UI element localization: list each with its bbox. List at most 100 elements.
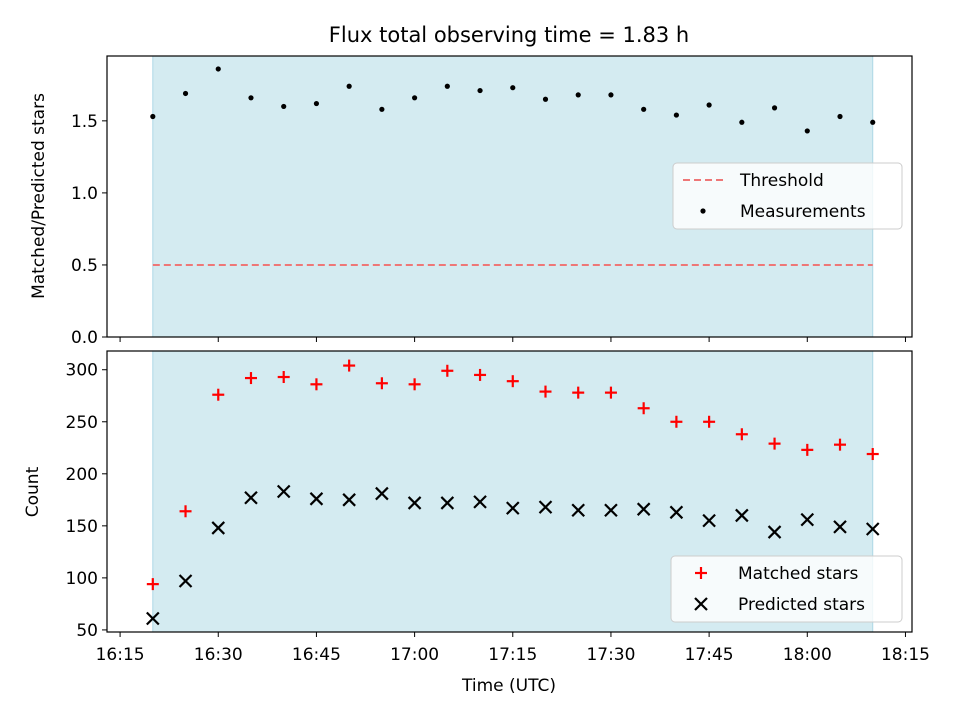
predicted-stars-series xyxy=(146,484,880,626)
measurement-point xyxy=(412,95,418,101)
bottom-plot-frame xyxy=(106,350,913,633)
predicted-star-point xyxy=(538,500,553,514)
x-tick-label: 18:15 xyxy=(881,645,930,665)
top-y-axis-ticks: 0.0 0.5 1.0 1.5 xyxy=(71,112,107,348)
measurement-point xyxy=(739,119,745,125)
predicted-star-point xyxy=(342,493,356,507)
matched-star-point xyxy=(572,386,585,399)
measurement-point xyxy=(444,83,450,89)
matched-star-point xyxy=(604,386,617,399)
bottom-y-tick-label: 250 xyxy=(66,413,98,433)
x-axis-label: Time (UTC) xyxy=(461,676,556,696)
matched-star-point xyxy=(441,364,454,377)
measurement-point xyxy=(673,112,679,118)
chart-title: Flux total observing time = 1.83 h xyxy=(329,23,689,47)
matched-star-point xyxy=(735,428,748,441)
bottom-y-tick-label: 200 xyxy=(66,465,98,485)
x-tick-label: 17:00 xyxy=(390,645,439,665)
predicted-star-point xyxy=(211,521,226,535)
measurement-point xyxy=(804,128,810,134)
bottom-y-tick-label: 150 xyxy=(66,517,98,537)
legend-measurements-label: Measurements xyxy=(740,202,866,222)
measurement-point xyxy=(771,105,778,111)
bottom-y-tick-label: 300 xyxy=(66,361,98,381)
matched-star-point xyxy=(244,372,257,385)
matched-star-point xyxy=(539,385,552,398)
measurements-series xyxy=(150,66,876,134)
predicted-star-point xyxy=(244,490,258,505)
measurement-point xyxy=(641,106,647,112)
bottom-y-tick-label: 50 xyxy=(76,621,98,641)
matched-star-point xyxy=(179,505,192,518)
measurement-point xyxy=(215,66,221,72)
matched-star-point xyxy=(277,371,290,384)
top-plot-frame xyxy=(106,55,913,338)
bottom-y-axis-ticks: 50 100 150 200 250 300 xyxy=(66,361,107,641)
matched-star-point xyxy=(474,368,487,381)
predicted-star-point xyxy=(178,574,193,588)
measurement-point xyxy=(575,92,581,98)
bottom-legend-box xyxy=(670,555,903,623)
measurement-point xyxy=(608,92,614,98)
bottom-panel: 50 100 150 200 250 300 16:15 16:30 16:45 17:00 17… xyxy=(23,350,930,696)
matched-star-point xyxy=(768,437,781,450)
predicted-star-point xyxy=(276,484,291,499)
predicted-star-point xyxy=(800,512,815,527)
bottom-x-axis-ticks: 16:15 16:30 16:45 17:00 17:15 17:30 17:45 18:00… xyxy=(96,632,930,665)
measurement-point xyxy=(706,102,712,108)
measurement-point xyxy=(837,113,843,120)
x-tick-label: 18:00 xyxy=(783,645,832,665)
predicted-star-point xyxy=(146,611,160,626)
top-y-tick-label: 1.5 xyxy=(71,112,98,132)
bottom-y-tick-label: 100 xyxy=(66,569,98,589)
matched-star-point xyxy=(212,388,225,401)
top-y-axis-label: Matched/Predicted stars xyxy=(29,93,49,299)
top-y-tick-label: 0.0 xyxy=(71,328,98,348)
measurement-point xyxy=(870,119,876,125)
matched-star-point xyxy=(866,448,879,461)
bottom-y-axis-label: Count xyxy=(23,466,43,517)
predicted-star-point xyxy=(571,503,585,518)
x-tick-label: 17:45 xyxy=(685,645,734,665)
predicted-star-point xyxy=(636,502,651,516)
measurement-point xyxy=(542,96,549,102)
x-tick-label: 16:15 xyxy=(96,645,145,665)
predicted-star-point xyxy=(440,496,455,510)
matched-star-point xyxy=(506,375,519,388)
x-tick-label: 17:15 xyxy=(488,645,537,665)
x-tick-label: 17:30 xyxy=(586,645,635,665)
bottom-legend: Matched stars Predicted stars xyxy=(670,555,903,623)
matched-star-point xyxy=(801,443,814,456)
x-tick-label: 16:45 xyxy=(292,645,341,665)
predicted-star-point xyxy=(833,520,847,534)
matched-stars-series xyxy=(146,359,879,591)
predicted-star-point xyxy=(669,505,684,520)
matched-star-point xyxy=(146,578,159,591)
measurement-point xyxy=(510,85,516,91)
measurement-point xyxy=(150,113,156,120)
measurement-point xyxy=(281,103,287,110)
top-legend: Threshold Measurements xyxy=(672,162,903,230)
matched-star-point xyxy=(834,438,847,451)
x-tick-label: 16:30 xyxy=(194,645,243,665)
legend-predicted-label: Predicted stars xyxy=(738,595,865,615)
legend-matched-swatch xyxy=(695,567,707,579)
top-x-axis-ticks xyxy=(119,337,906,342)
top-panel: 0.0 0.5 1.0 1.5 Matched/Predicted stars Thr… xyxy=(29,55,913,348)
predicted-star-point xyxy=(865,522,880,536)
predicted-star-point xyxy=(407,496,422,510)
predicted-star-point xyxy=(505,501,520,515)
measurement-point xyxy=(379,106,385,112)
matched-star-point xyxy=(408,378,421,391)
predicted-star-point xyxy=(473,495,487,509)
measurement-point xyxy=(346,83,352,89)
predicted-star-point xyxy=(735,508,749,523)
predicted-star-point xyxy=(309,492,324,506)
predicted-star-point xyxy=(375,486,389,501)
measurement-point xyxy=(313,100,320,107)
predicted-star-point xyxy=(767,525,782,539)
legend-predicted-swatch xyxy=(694,597,708,611)
measurement-point xyxy=(182,90,189,97)
